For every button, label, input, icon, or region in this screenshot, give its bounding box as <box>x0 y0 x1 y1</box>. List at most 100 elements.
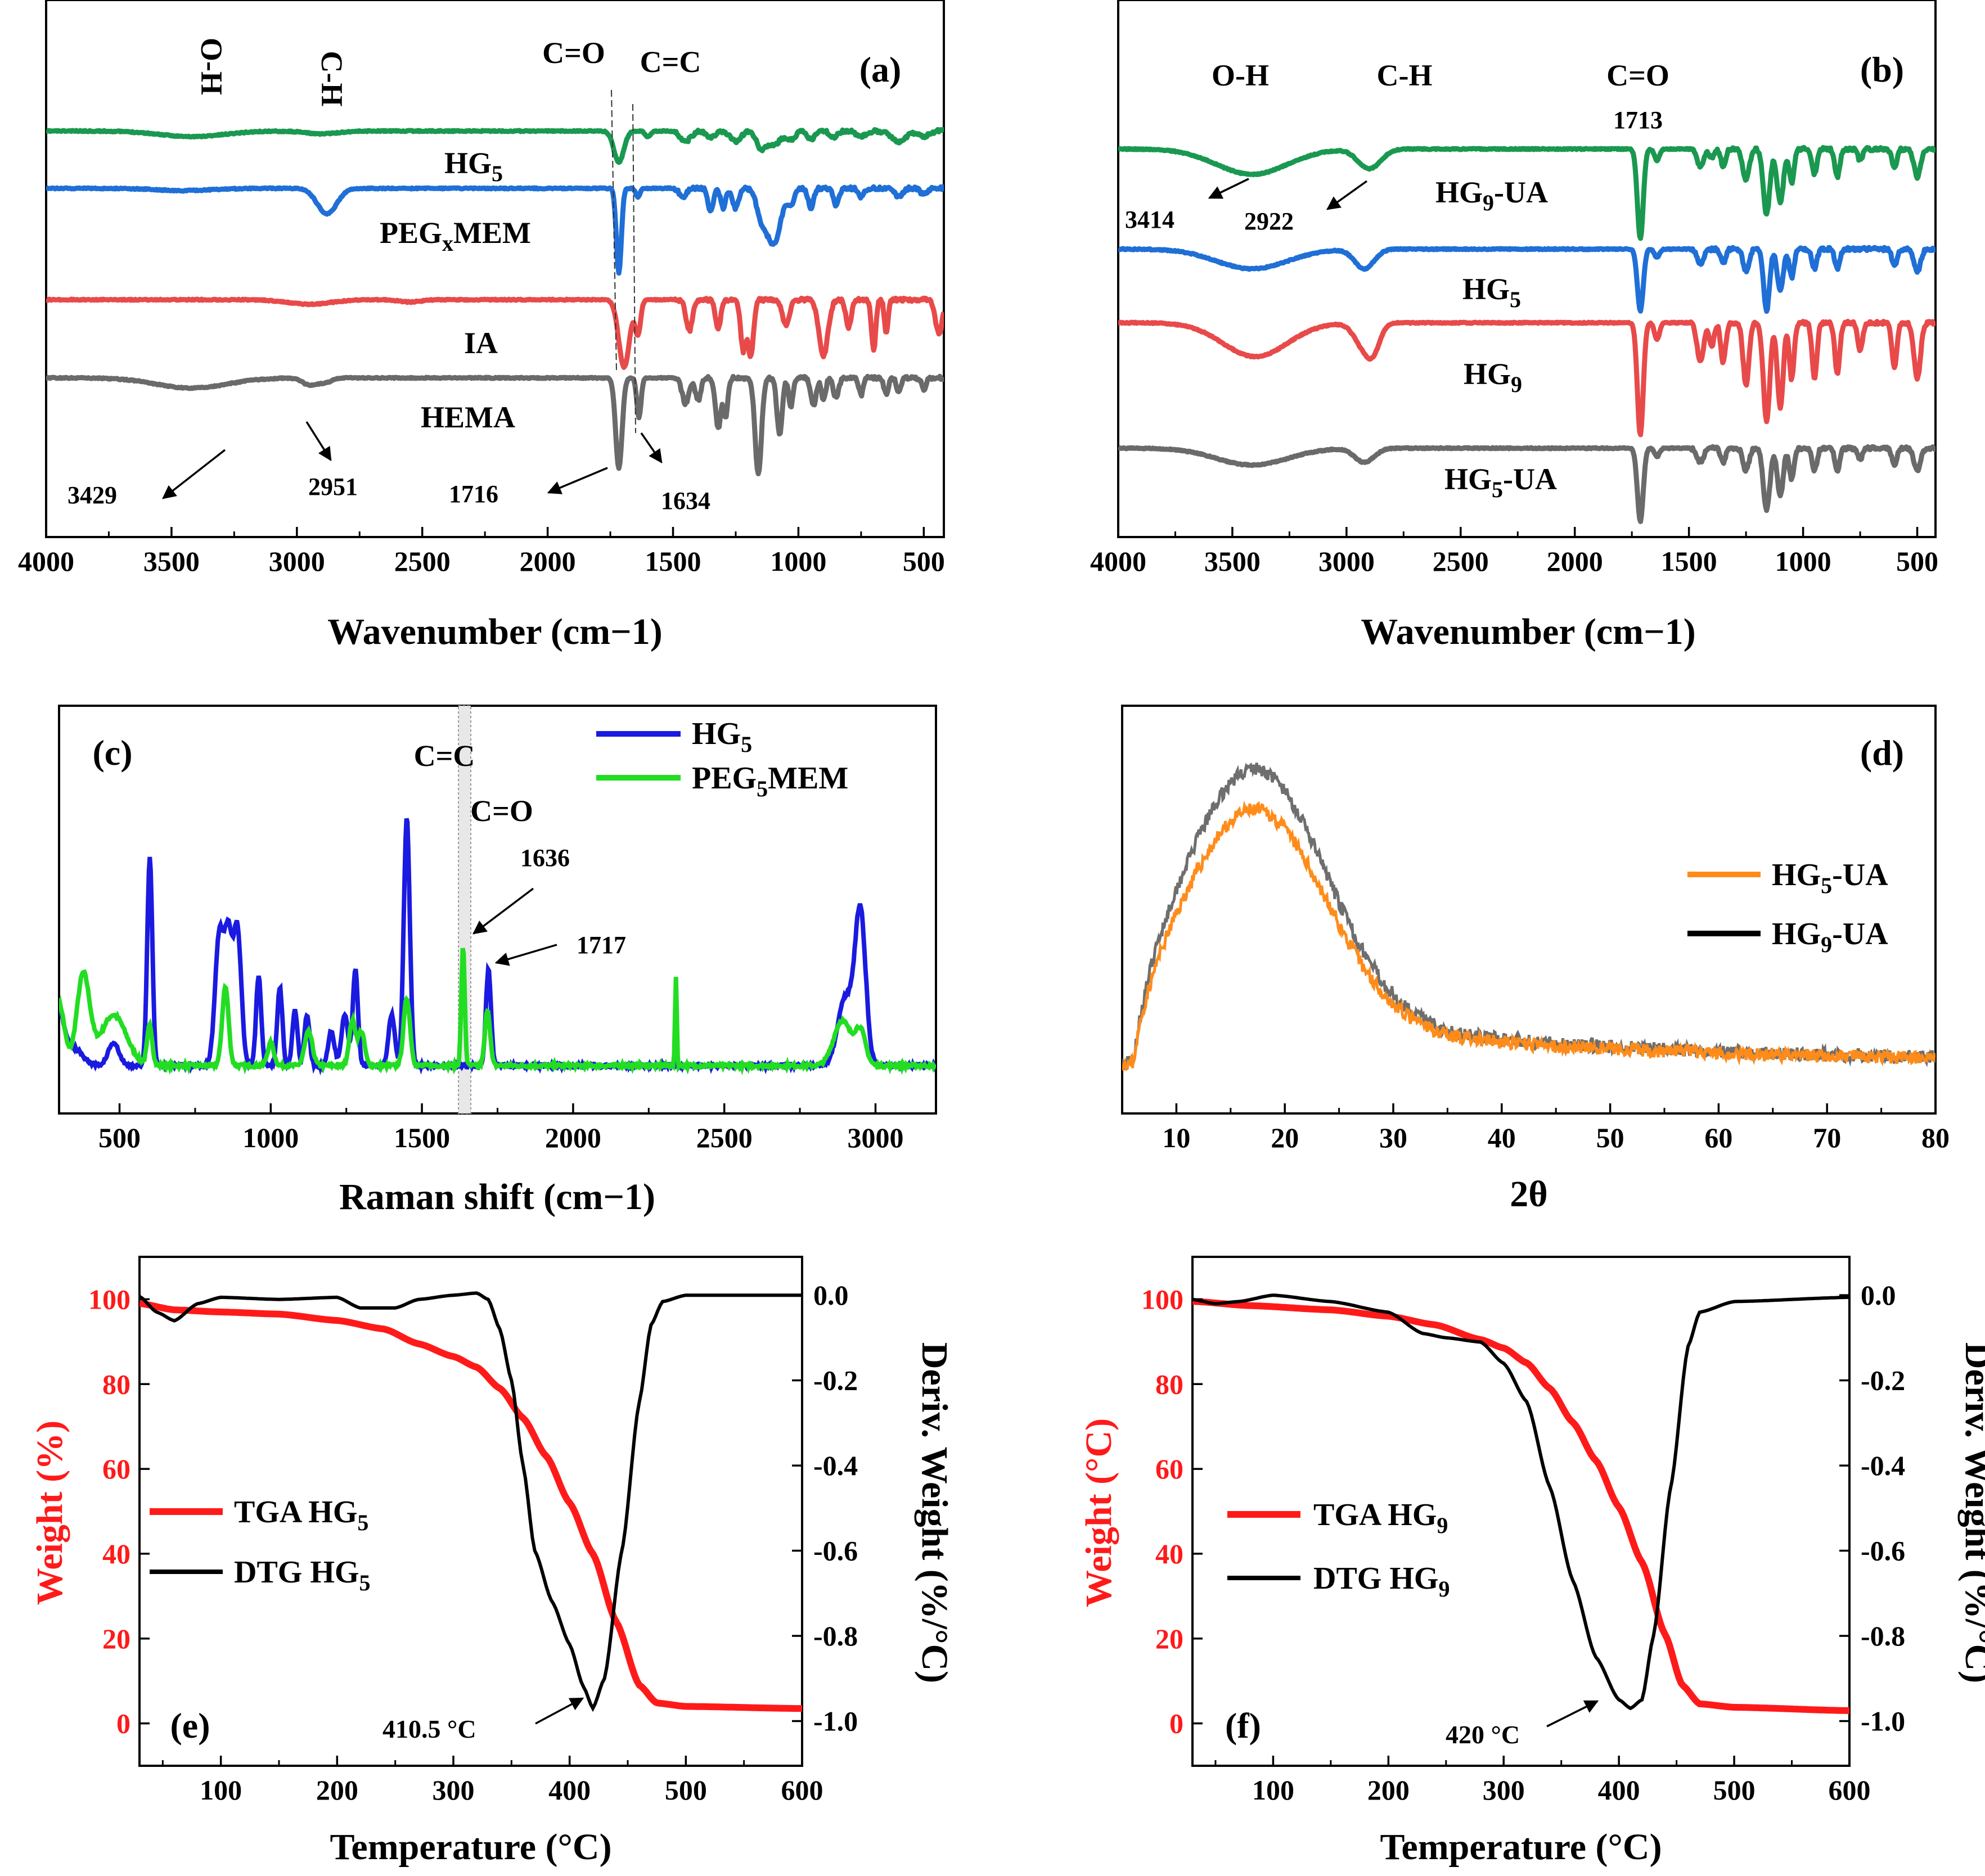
arrow-3414 <box>1208 178 1249 199</box>
group-label-cc-a: C=C <box>640 45 701 79</box>
series-line-HG5 <box>46 127 944 165</box>
legend-e: TGA HG5 DTG HG5 <box>150 1495 370 1595</box>
y2-tick-label: -0.4 <box>1861 1450 1905 1481</box>
series-line-HG9-UA <box>1118 145 1936 241</box>
series-label-pegxmem-a-sub: x <box>442 231 453 256</box>
peak-label-3429: 3429 <box>67 481 117 509</box>
x-tick-label: 2500 <box>696 1122 753 1153</box>
y-tick-label: 80 <box>1155 1368 1183 1400</box>
series-label-hg9-b-sub: 9 <box>1511 372 1522 397</box>
panel-b-xlabel: Wavenumber (cm−1) <box>1361 611 1695 652</box>
y2-tick-label: -1.0 <box>1861 1705 1905 1737</box>
legend-label-dtg-hg5: DTG HG5 <box>234 1555 370 1595</box>
panel-a-series <box>46 127 944 476</box>
y2-tick-label: -0.2 <box>813 1365 858 1396</box>
x-tick-label: 4000 <box>18 545 74 577</box>
group-label-oh-b: O-H <box>1212 58 1269 92</box>
arrow-3429 <box>162 449 226 499</box>
x-tick-label: 300 <box>433 1774 475 1806</box>
y-tick-label: 40 <box>102 1538 130 1570</box>
legend-label-hg5-c: HG5 <box>692 716 752 757</box>
panel-f-y2ticks: 0.0 -0.2 -0.4 -0.6 -0.8 -1.0 <box>1839 1279 1905 1737</box>
panel-f-ylabel: Weight (°C) <box>1078 1418 1119 1607</box>
x-tick-label: 1500 <box>1661 545 1717 577</box>
x-tick-label: 100 <box>1252 1774 1294 1806</box>
legend-label-dtg-hg5-sub: 5 <box>359 1570 370 1595</box>
panel-a-frame <box>45 0 945 538</box>
arrow-410-5 <box>535 1697 584 1725</box>
y-tick-label: 20 <box>1155 1623 1183 1654</box>
legend-label-dtg-hg9: DTG HG9 <box>1313 1561 1450 1602</box>
panel-d: 10 20 30 40 50 60 70 80 2θ (d) HG5-UA HG9-UA <box>1121 705 1950 1215</box>
panel-f-xticks: 100 200 300 400 500 600 <box>1214 1756 1871 1806</box>
group-label-co-c: C=O <box>470 794 533 828</box>
series-line-HG5 <box>1118 245 1936 314</box>
group-label-ch-b: C-H <box>1377 58 1433 92</box>
legend-label-tga-hg5: TGA HG5 <box>234 1495 368 1535</box>
y-tick-label: 0 <box>1169 1708 1183 1739</box>
x-tick-label: 500 <box>1713 1774 1756 1806</box>
tga-curve-f <box>1192 1298 1849 1714</box>
panel-a: 4000 3500 3000 2500 2000 1500 1000 500 Wavenumb… <box>18 0 945 652</box>
legend-label-dtg-hg9-main: DTG HG <box>1313 1561 1438 1596</box>
peak-label-3414: 3414 <box>1125 206 1174 233</box>
peak-label-1716: 1716 <box>449 480 498 508</box>
series-label-ia-a: IA <box>464 326 498 360</box>
x-tick-label: 400 <box>1598 1774 1640 1806</box>
x-tick-label: 40 <box>1488 1122 1516 1153</box>
series-line-PEG5MEM-raman <box>59 948 936 1076</box>
x-tick-label: 2000 <box>545 1122 601 1153</box>
y-tick-label: 100 <box>88 1283 130 1315</box>
series-label-pegxmem-a: PEGxMEM <box>380 216 531 256</box>
x-tick-label: 50 <box>1596 1122 1624 1153</box>
panel-e-xlabel: Temperature (°C) <box>330 1827 611 1868</box>
legend-label-tga-hg5-main: TGA HG <box>234 1495 357 1530</box>
legend-label-hg5ua-d: HG5-UA <box>1772 858 1888 898</box>
x-tick-label: 2000 <box>520 545 576 577</box>
group-label-ch-a: C-H <box>315 51 349 107</box>
panel-c: 500 1000 1500 2000 2500 3000 Raman shift (cm−… <box>58 705 937 1217</box>
x-tick-label: 1000 <box>770 545 826 577</box>
arrow-2951 <box>305 421 332 462</box>
x-tick-label: 2500 <box>394 545 451 577</box>
panel-d-frame <box>1121 705 1937 1115</box>
series-label-hg5-a-sub: 5 <box>492 161 503 186</box>
panel-c-xticks: 500 1000 1500 2000 2500 3000 <box>98 1103 903 1153</box>
panel-f: 100 200 300 400 500 600 0 20 40 60 80 100 0.0 -0.2 -… <box>1078 1256 1985 1868</box>
x-tick-label: 30 <box>1379 1122 1407 1153</box>
x-tick-label: 2500 <box>1433 545 1489 577</box>
y2-tick-label: 0.0 <box>1861 1279 1896 1311</box>
legend-label-tga-hg5-sub: 5 <box>357 1510 368 1535</box>
x-tick-label: 3000 <box>269 545 325 577</box>
x-tick-label: 4000 <box>1090 545 1146 577</box>
panel-d-series <box>1122 762 1936 1072</box>
x-tick-label: 200 <box>316 1774 358 1806</box>
peak-label-2951: 2951 <box>308 473 358 500</box>
y2-tick-label: -0.2 <box>1861 1365 1905 1396</box>
peak-label-1717: 1717 <box>577 931 626 959</box>
series-line-HG5-raman <box>59 818 936 1076</box>
x-tick-label: 100 <box>200 1774 242 1806</box>
peak-label-1634: 1634 <box>661 487 710 515</box>
legend-label-dtg-hg9-sub: 9 <box>1438 1576 1450 1602</box>
y-tick-label: 80 <box>102 1368 130 1400</box>
tga-curve-e <box>139 1300 802 1712</box>
peak-label-1636: 1636 <box>520 844 570 872</box>
peak-label-420: 420 °C <box>1446 1720 1520 1749</box>
panel-e-series <box>139 1291 802 1712</box>
legend-label-dtg-hg5-main: DTG HG <box>234 1555 359 1590</box>
y-tick-label: 100 <box>1141 1283 1183 1315</box>
series-label-hg9ua-b-after: -UA <box>1494 175 1548 209</box>
x-tick-label: 80 <box>1921 1122 1950 1153</box>
dtg-curve-e <box>139 1291 802 1712</box>
series-label-hg9ua-b-sub: 9 <box>1483 190 1494 215</box>
legend-label-tga-hg9-sub: 9 <box>1437 1513 1448 1538</box>
series-label-hg5ua-b-after: -UA <box>1503 462 1557 496</box>
x-tick-label: 500 <box>98 1122 141 1153</box>
x-tick-label: 2000 <box>1547 545 1603 577</box>
x-tick-label: 3000 <box>1318 545 1375 577</box>
panel-c-xlabel: Raman shift (cm−1) <box>339 1176 655 1217</box>
legend-label-peg5mem-c-after: MEM <box>768 761 848 796</box>
x-tick-label: 3500 <box>1204 545 1261 577</box>
panel-c-series <box>59 818 936 1076</box>
